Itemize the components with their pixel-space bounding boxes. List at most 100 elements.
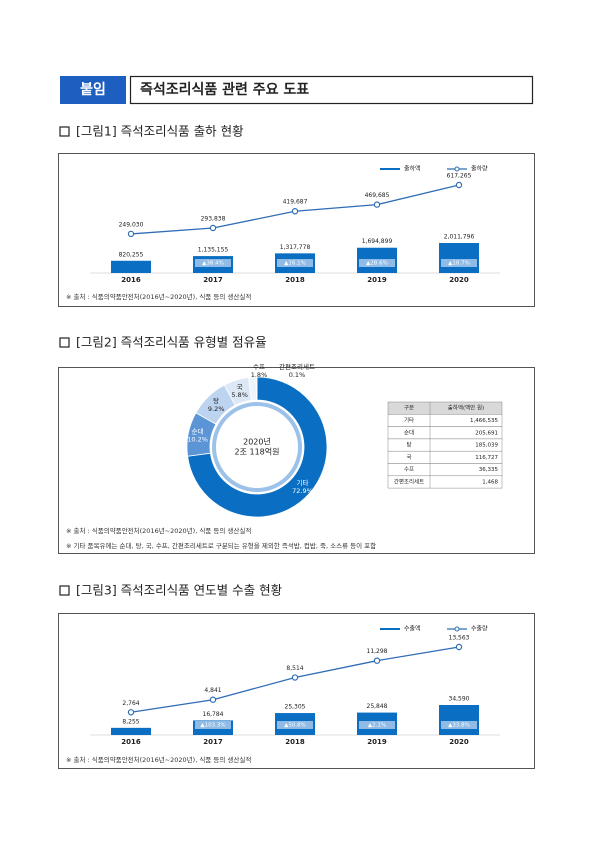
line-label: 249,030 [119, 221, 144, 228]
line-point [455, 181, 463, 189]
note: ※ 출처 : 식품의약품안전처(2016년~2020년), 식품 등의 생산실적 [66, 755, 251, 764]
x-tick-label: 2019 [367, 738, 387, 746]
bar [111, 727, 151, 735]
table-row [387, 475, 503, 489]
table-cell: 구분 [404, 405, 414, 412]
page-title: 즉석조리식품 관련 주요 도표 [140, 81, 309, 98]
growth-badge [277, 721, 313, 729]
line-label: 8,514 [286, 665, 303, 672]
slice-label: 9.2% [208, 405, 225, 413]
table-cell: 탕 [406, 442, 411, 449]
table-cell: 국 [406, 454, 411, 461]
bar [439, 243, 479, 273]
legend-swatch [454, 626, 460, 632]
bar-label: 34,590 [449, 696, 470, 703]
table-cell: 수프 [404, 466, 414, 473]
slice-name: 순대 [192, 428, 204, 436]
line-point [291, 674, 299, 681]
growth-badge [195, 721, 231, 729]
table-cell: 기타 [404, 416, 414, 424]
line-point [373, 201, 381, 208]
legend-label: 수출액 [404, 625, 421, 633]
figure-title: [그림2] 즉석조리식품 유형별 점유율 [76, 335, 267, 350]
x-tick-label: 2016 [121, 276, 141, 284]
line-label: 4,841 [204, 687, 221, 694]
growth-label: ▲38.4% [202, 261, 224, 267]
line-point [127, 709, 135, 716]
bar-label: 2,011,796 [444, 234, 475, 241]
line-point [209, 224, 217, 232]
line-point [455, 643, 463, 651]
legend-label: 출하액 [404, 165, 421, 173]
note: ※ 기타 품목유에는 순대, 탕, 국, 수프, 간편조리세트로 구분되는 유형… [66, 541, 376, 550]
slice-name: 탕 [213, 396, 219, 405]
legend-swatch [454, 166, 460, 172]
growth-label: ▲2.1% [368, 723, 386, 729]
legend-label: 출하량 [471, 165, 488, 173]
slice-name: 수프 [253, 363, 265, 371]
bar-label: 1,317,778 [280, 244, 311, 251]
line-label: 293,838 [201, 215, 226, 222]
tag-box [60, 76, 126, 104]
growth-label: ▲18.7% [448, 261, 470, 267]
table-cell: 간편조리세트 [394, 477, 424, 485]
growth-badge [441, 259, 477, 267]
table-cell: 185,039 [475, 443, 498, 449]
line-label: 2,764 [122, 700, 139, 707]
note: ※ 출처 : 식품의약품안전처(2016년~2020년), 식품 등의 생산실적 [66, 292, 251, 301]
x-tick-label: 2017 [203, 276, 223, 284]
slice-label: 10.2% [187, 436, 208, 444]
growth-label: ▲16.1% [284, 261, 306, 267]
bar-label: 16,784 [203, 711, 224, 718]
x-tick-label: 2018 [285, 276, 305, 284]
center-label: 2조 118억원 [235, 447, 280, 457]
growth-badge [359, 721, 395, 729]
line-point [373, 657, 381, 664]
x-tick-label: 2020 [449, 276, 469, 284]
growth-badge [359, 259, 395, 267]
bullet [59, 585, 70, 596]
slice-label: 1.8% [251, 371, 268, 379]
bar [439, 705, 479, 735]
growth-badge [441, 721, 477, 729]
figure-title: [그림1] 즉석조리식품 출하 현황 [76, 124, 244, 139]
note: ※ 출처 : 식품의약품안전처(2016년~2020년), 식품 등의 생산실적 [66, 526, 251, 535]
growth-label: ▲28.6% [366, 261, 388, 267]
bar [111, 260, 151, 273]
tag: 붙임 [80, 82, 106, 98]
slice-label: 0.1% [289, 371, 306, 379]
x-tick-label: 2017 [203, 738, 223, 746]
inner-ring [212, 402, 302, 492]
x-tick-label: 2020 [449, 738, 469, 746]
legend-label: 수출량 [471, 625, 488, 633]
bar-label: 1,694,899 [362, 238, 393, 245]
growth-badge [195, 259, 231, 267]
figure-title: [그림3] 즉석조리식품 연도별 수출 현황 [76, 583, 283, 598]
growth-badge [277, 259, 313, 267]
line-label: 469,685 [365, 192, 390, 199]
line-label: 419,687 [283, 199, 308, 206]
slice-name: 기타 [297, 478, 309, 487]
growth-label: ▲50.8% [284, 723, 306, 729]
title-box [129, 75, 534, 105]
slice-label: 72.9% [292, 487, 313, 495]
line-point [291, 208, 299, 215]
table-cell: 36,335 [479, 467, 499, 473]
table-cell: 1,468 [482, 479, 498, 485]
bar-label: 820,255 [119, 251, 144, 258]
figure-box [58, 613, 535, 769]
line-label: 617,265 [447, 173, 472, 180]
bar-label: 25,305 [285, 704, 306, 711]
table-cell: 순대 [404, 428, 414, 436]
growth-label: ▲33.8% [448, 723, 470, 729]
bullet [59, 337, 70, 348]
bar-label: 1,135,155 [198, 247, 229, 254]
line-label: 13,563 [449, 635, 470, 642]
growth-label: ▲103.3% [200, 723, 225, 729]
slice-name: 국 [237, 383, 243, 391]
slice-label: 5.8% [231, 391, 248, 399]
table-cell: 출하액(백만 원) [448, 404, 484, 412]
line-point [209, 696, 217, 703]
